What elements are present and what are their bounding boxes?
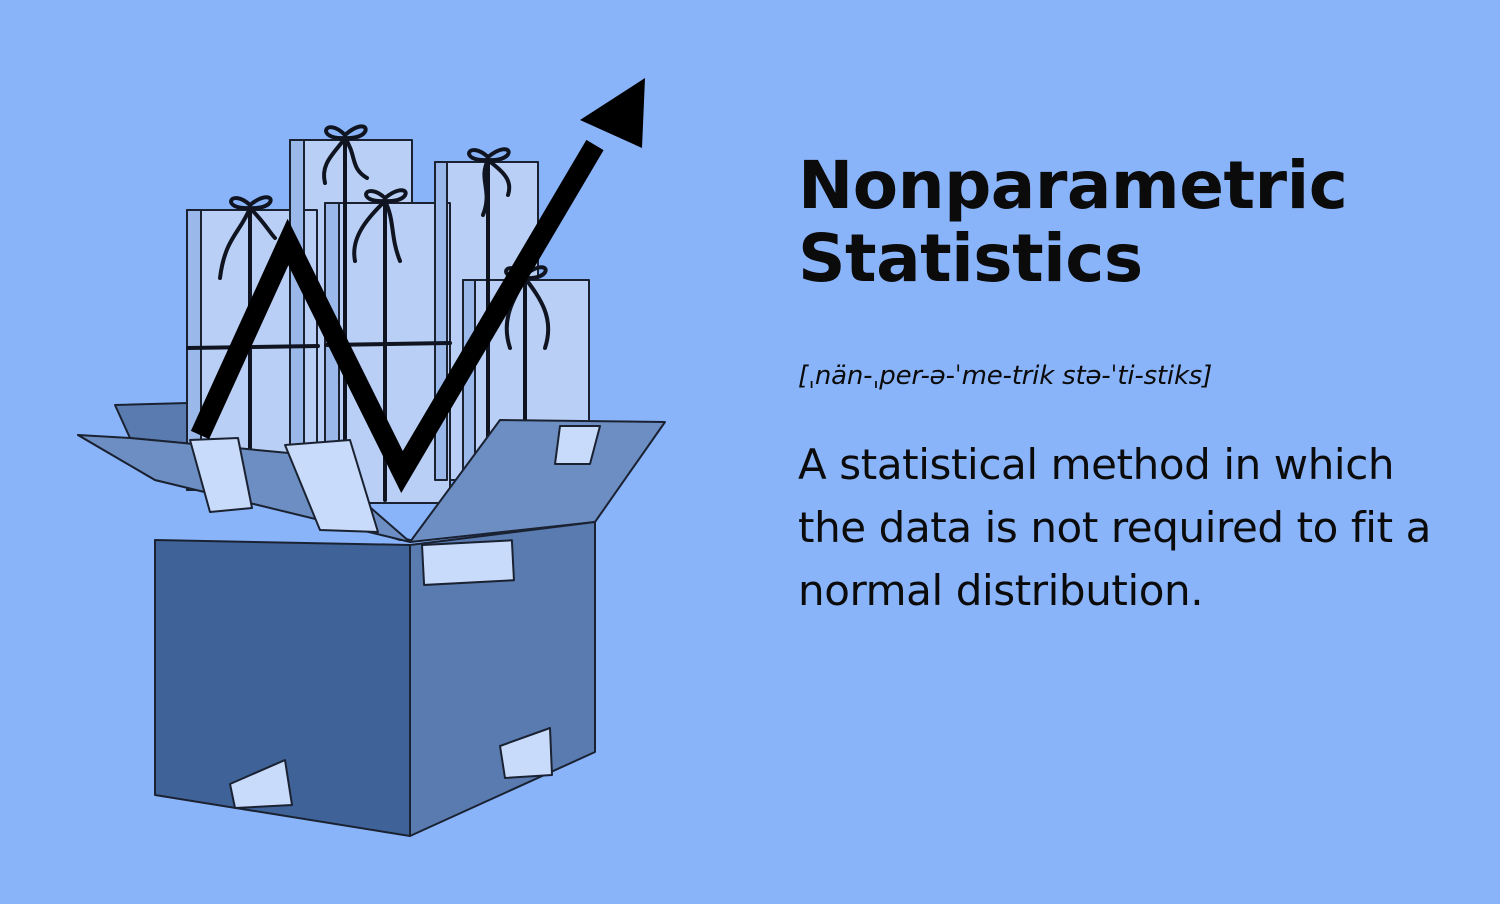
term-title-line2: Statistics [798,219,1143,297]
gift-box-trend-icon [77,78,666,837]
definition-panel: Nonparametric Statistics [ˌnän-ˌper-ə-ˈm… [798,147,1458,622]
definition-text: A statistical method in which the data i… [798,440,1431,616]
trend-arrow [190,139,604,493]
box-tape [189,425,601,809]
trend-arrow-head [580,78,645,148]
term-title-line1: Nonparametric [798,147,1348,224]
pronunciation: [ˌnän-ˌper-ə-ˈme-trik stə-ˈti-stiks] [798,361,1213,392]
term-title: Nonparametric Statistics [798,147,1458,297]
